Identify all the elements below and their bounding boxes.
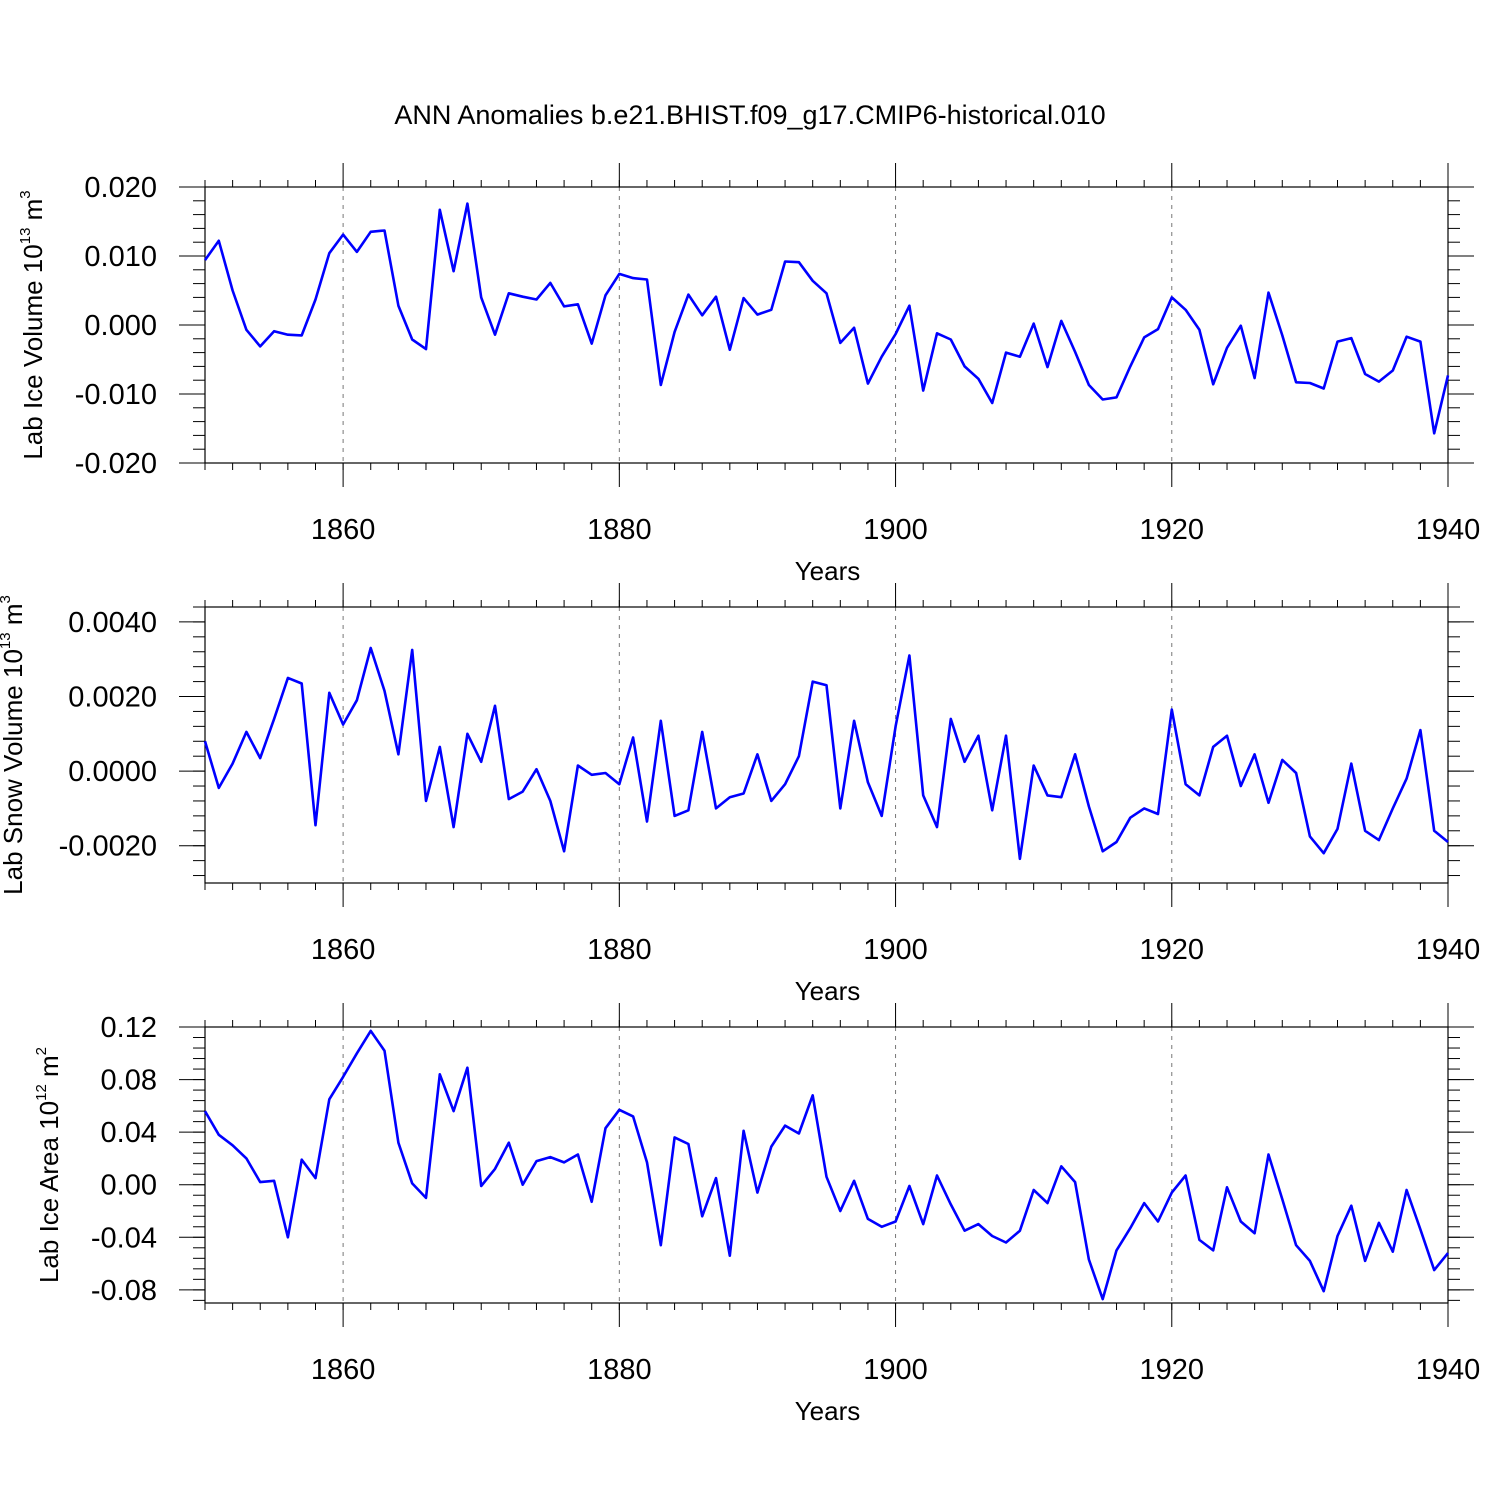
- y-tick-label: -0.0020: [59, 831, 157, 863]
- panel-3: -0.08 -0.04 0.00 0.04 0.08 0.12 1860 1880 1900 19…: [33, 1003, 1480, 1426]
- y-tick-label: 0.000: [84, 310, 157, 342]
- x-tick-label: 1900: [863, 934, 928, 966]
- y-axis-title: Lab Ice Area 1012 m2: [33, 1047, 64, 1283]
- y-axis-title: Lab Ice Volume 1013 m3: [17, 190, 48, 459]
- y-tick-label: -0.04: [91, 1222, 157, 1254]
- y-tick-label: 0.12: [101, 1012, 157, 1044]
- y-axis-title-main: Lab Ice Volume 10: [18, 244, 48, 459]
- y-tick-label: 0.0040: [68, 607, 157, 639]
- series-line: [203, 646, 1449, 861]
- y-tick-label: 0.010: [84, 241, 157, 273]
- y-tick-label: 0.08: [101, 1065, 157, 1097]
- x-tick-label: 1900: [863, 514, 928, 546]
- panel-1: -0.020 -0.010 0.000 0.010 0.020 1860 1880 1900 1…: [17, 163, 1480, 586]
- x-tick-label: 1880: [587, 1354, 652, 1386]
- series-line: [203, 1029, 1450, 1301]
- x-tick-label: 1860: [311, 1354, 376, 1386]
- x-tick-label: 1880: [587, 514, 652, 546]
- y-tick-label: -0.020: [75, 448, 157, 480]
- x-tick-label: 1940: [1416, 934, 1481, 966]
- y-tick-label: -0.010: [75, 379, 157, 411]
- y-tick-label: 0.0020: [68, 682, 157, 714]
- x-axis-title: Years: [795, 976, 861, 1006]
- x-tick-label: 1920: [1140, 514, 1205, 546]
- series-line: [203, 202, 1450, 435]
- y-axis-title-unit-exponent: 2: [33, 1047, 50, 1055]
- x-tick-label: 1940: [1416, 514, 1481, 546]
- figure-title: ANN Anomalies b.e21.BHIST.f09_g17.CMIP6-…: [394, 100, 1105, 130]
- x-axis-title: Years: [795, 1396, 861, 1426]
- y-tick-label: 0.020: [84, 172, 157, 204]
- y-axis-title-unit: m: [18, 199, 48, 228]
- y-tick-label: 0.04: [101, 1117, 157, 1149]
- x-axis-title: Years: [795, 556, 861, 586]
- y-axis-title-exponent: 12: [33, 1084, 50, 1101]
- x-tick-label: 1860: [311, 514, 376, 546]
- y-axis-title-main: Lab Ice Area 10: [34, 1101, 64, 1283]
- y-axis-title-unit: m: [34, 1055, 64, 1084]
- y-tick-label: 0.00: [101, 1170, 157, 1202]
- y-axis-title-unit-exponent: 3: [17, 190, 34, 198]
- x-tick-label: 1920: [1140, 1354, 1205, 1386]
- y-axis-title-exponent: 13: [17, 228, 34, 245]
- y-axis-title: Lab Snow Volume 1013 m3: [0, 595, 28, 895]
- y-axis-title-exponent: 13: [0, 632, 14, 649]
- y-tick-label: -0.08: [91, 1275, 157, 1307]
- x-tick-label: 1880: [587, 934, 652, 966]
- x-tick-label: 1940: [1416, 1354, 1481, 1386]
- x-tick-label: 1900: [863, 1354, 928, 1386]
- y-tick-label: 0.0000: [68, 756, 157, 788]
- panel-2: -0.0020 0.0000 0.0020 0.0040 1860 1880 1900 192…: [0, 583, 1480, 1006]
- x-tick-label: 1860: [311, 934, 376, 966]
- x-tick-label: 1920: [1140, 934, 1205, 966]
- y-axis-title-unit: m: [0, 604, 28, 633]
- y-axis-title-main: Lab Snow Volume 10: [0, 649, 28, 895]
- plot-frame: [204, 1026, 1449, 1304]
- plot-frame: [204, 606, 1449, 884]
- y-axis-title-unit-exponent: 3: [0, 595, 14, 603]
- plot-frame: [204, 186, 1449, 464]
